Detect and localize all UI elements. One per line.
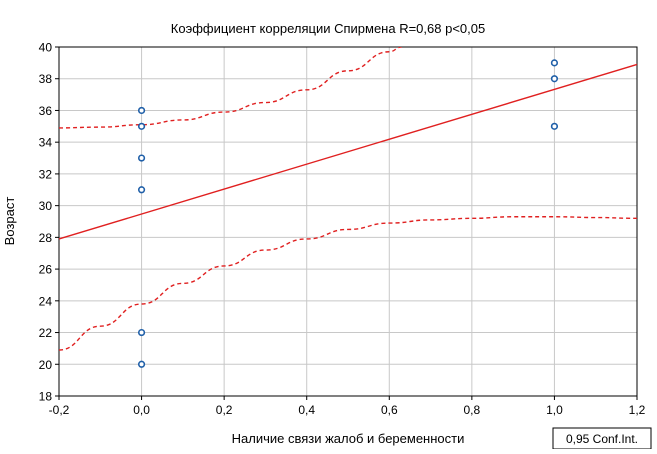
confidence-band [59,47,637,351]
x-tick-label: -0,2 [49,403,70,417]
y-tick-label: 26 [39,263,53,277]
data-point [137,360,146,368]
x-tick-label: 1,2 [629,403,646,417]
y-tick-label: 34 [39,136,53,150]
x-tick-label: 0,2 [216,403,233,417]
confidence-upper-line [59,47,402,129]
x-tick-label: 0,8 [464,403,481,417]
x-tick-label: 0,0 [133,403,150,417]
y-tick-label: 38 [39,72,53,86]
regression-line [58,63,638,240]
data-point [137,106,146,115]
regression-layer [58,63,638,240]
data-point [137,122,146,130]
y-tick-label: 40 [39,41,53,55]
x-tick-label: 1,0 [546,403,563,417]
y-tick-label: 22 [39,326,53,340]
legend-box: 0,95 Conf.Int. [552,427,652,450]
x-axis: -0,2 0,0 0,2 0,4 0,6 0,8 1,0 1,2 [49,396,646,417]
y-tick-label: 24 [39,294,53,308]
y-tick-label: 32 [39,167,53,181]
y-tick-label: 36 [39,104,53,118]
y-tick-label: 30 [39,199,53,213]
x-tick-label: 0,6 [381,403,398,417]
plot-frame [58,46,638,397]
y-tick-label: 20 [39,358,53,372]
y-tick-label: 18 [39,390,53,404]
data-points [137,59,559,368]
y-axis: 18 20 22 24 26 28 30 32 34 36 38 40 [39,41,59,404]
chart-title: Коэффициент корреляции Спирмена R=0,68 p… [171,21,485,36]
x-tick-label: 0,4 [298,403,315,417]
data-point [550,75,559,83]
data-point [550,59,559,67]
data-point [137,328,146,337]
confidence-lower-line [59,216,637,351]
data-point [550,122,559,130]
data-point [137,186,146,194]
grid [59,47,637,396]
y-tick-label: 28 [39,231,53,245]
x-axis-label: Наличие связи жалоб и беременности [232,431,465,446]
legend-label: 0,95 Conf.Int. [566,432,638,446]
data-point [137,154,146,162]
y-axis-label: Возраст [2,197,17,246]
